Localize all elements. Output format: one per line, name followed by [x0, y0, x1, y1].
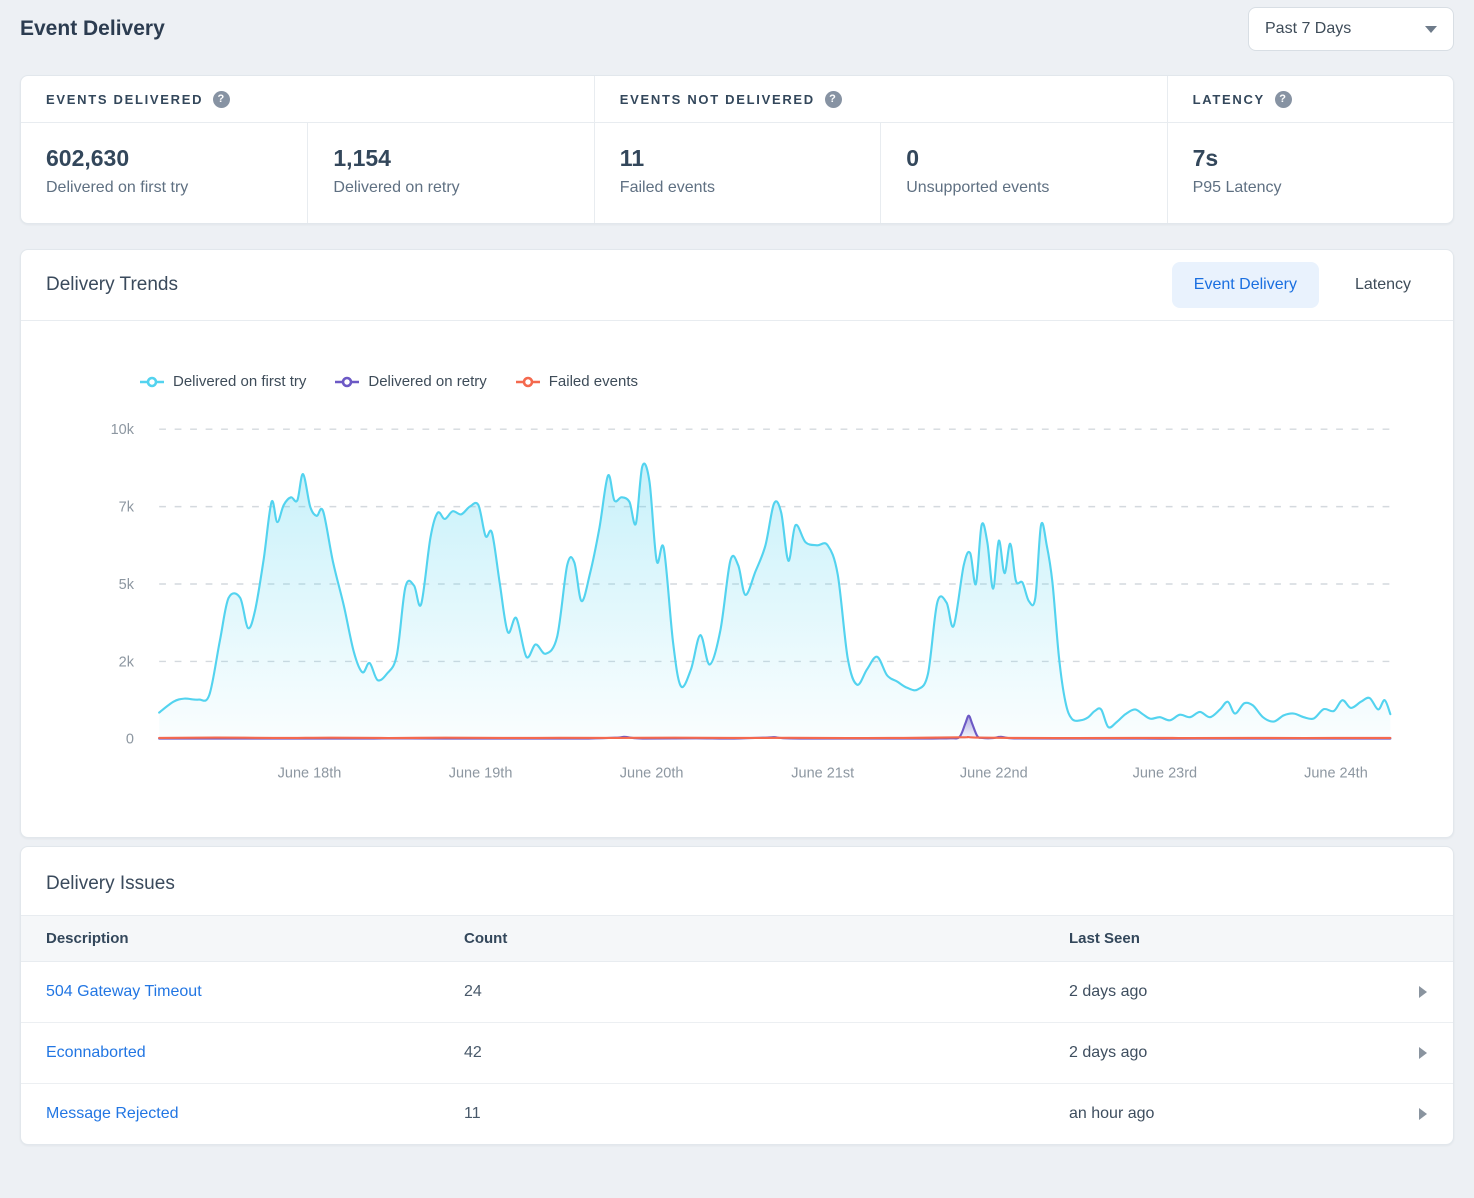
table-row: Econnaborted 42 2 days ago	[21, 1023, 1453, 1084]
stat-p95-latency: 7s P95 Latency	[1167, 123, 1453, 223]
issue-count: 42	[439, 1023, 1044, 1083]
tab-event-delivery[interactable]: Event Delivery	[1172, 262, 1319, 308]
time-range-value: Past 7 Days	[1265, 20, 1351, 38]
issue-link[interactable]: 504 Gateway Timeout	[46, 983, 202, 1000]
svg-text:June 18th: June 18th	[278, 766, 342, 782]
chart-area: Delivered on first try Delivered on retr…	[21, 321, 1453, 837]
stat-value: 0	[906, 145, 1141, 172]
stat-group-label: LATENCY	[1193, 92, 1265, 107]
legend-item-failed[interactable]: Failed events	[515, 373, 638, 390]
stat-label: Failed events	[620, 179, 855, 197]
delivery-issues-card: Delivery Issues Description Count Last S…	[20, 846, 1454, 1145]
delivery-trends-card: Delivery Trends Event Delivery Latency D…	[20, 249, 1454, 838]
svg-text:June 21st: June 21st	[791, 766, 854, 782]
stat-group-label: EVENTS DELIVERED	[46, 92, 203, 107]
help-icon[interactable]: ?	[213, 91, 230, 108]
legend-label: Delivered on first try	[173, 373, 306, 390]
svg-text:2k: 2k	[119, 654, 135, 670]
tab-latency[interactable]: Latency	[1333, 262, 1433, 308]
stat-delivered-first-try: 602,630 Delivered on first try	[21, 123, 307, 223]
issue-count: 11	[439, 1084, 1044, 1144]
stat-group-events-not-delivered: EVENTS NOT DELIVERED ?	[594, 76, 1167, 123]
issue-last-seen: 2 days ago	[1044, 962, 1393, 1022]
legend-label: Delivered on retry	[368, 373, 486, 390]
page-title: Event Delivery	[20, 17, 165, 41]
legend-marker-icon	[139, 376, 165, 388]
chevron-right-icon[interactable]	[1419, 1047, 1427, 1059]
legend-marker-icon	[515, 376, 541, 388]
legend-marker-icon	[334, 376, 360, 388]
stat-label: Delivered on retry	[333, 179, 568, 197]
svg-text:June 22nd: June 22nd	[960, 766, 1028, 782]
svg-text:June 20th: June 20th	[620, 766, 684, 782]
stat-value: 11	[620, 145, 855, 172]
help-icon[interactable]: ?	[825, 91, 842, 108]
chevron-down-icon	[1425, 26, 1437, 33]
stat-group-latency: LATENCY ?	[1167, 76, 1453, 123]
trends-tabs: Event Delivery Latency	[1172, 262, 1433, 308]
svg-text:7k: 7k	[119, 499, 135, 515]
stat-label: Delivered on first try	[46, 179, 282, 197]
stat-group-events-delivered: EVENTS DELIVERED ?	[21, 76, 594, 123]
issue-last-seen: an hour ago	[1044, 1084, 1393, 1144]
column-header-last-seen: Last Seen	[1044, 916, 1393, 961]
column-header-count: Count	[439, 916, 1044, 961]
svg-text:0: 0	[126, 732, 134, 748]
legend-label: Failed events	[549, 373, 638, 390]
issue-last-seen: 2 days ago	[1044, 1023, 1393, 1083]
stat-value: 7s	[1193, 145, 1428, 172]
stat-unsupported-events: 0 Unsupported events	[880, 123, 1166, 223]
time-range-dropdown[interactable]: Past 7 Days	[1248, 7, 1454, 51]
table-row: 504 Gateway Timeout 24 2 days ago	[21, 962, 1453, 1023]
page-header: Event Delivery Past 7 Days	[20, 0, 1454, 58]
chevron-right-icon[interactable]	[1419, 1108, 1427, 1120]
stat-label: Unsupported events	[906, 179, 1141, 197]
chart-legend: Delivered on first try Delivered on retr…	[139, 373, 1431, 390]
stat-label: P95 Latency	[1193, 179, 1428, 197]
issue-link[interactable]: Econnaborted	[46, 1044, 146, 1061]
delivery-trends-chart: 0 2k 5k 7k 10k June 18th June 19th June 20th Jun…	[43, 404, 1431, 793]
stat-delivered-on-retry: 1,154 Delivered on retry	[307, 123, 593, 223]
stats-summary-card: EVENTS DELIVERED ? EVENTS NOT DELIVERED …	[20, 75, 1454, 224]
stat-group-label: EVENTS NOT DELIVERED	[620, 92, 815, 107]
table-row: Message Rejected 11 an hour ago	[21, 1084, 1453, 1144]
column-header-description: Description	[21, 916, 439, 961]
event-delivery-page: Event Delivery Past 7 Days EVENTS DELIVE…	[0, 0, 1474, 1145]
svg-text:June 19th: June 19th	[449, 766, 513, 782]
delivery-trends-header: Delivery Trends Event Delivery Latency	[21, 250, 1453, 321]
issue-count: 24	[439, 962, 1044, 1022]
delivery-issues-title: Delivery Issues	[46, 873, 1428, 895]
stat-value: 602,630	[46, 145, 282, 172]
help-icon[interactable]: ?	[1275, 91, 1292, 108]
stat-value: 1,154	[333, 145, 568, 172]
issue-link[interactable]: Message Rejected	[46, 1105, 179, 1122]
svg-text:5k: 5k	[119, 577, 135, 593]
chevron-right-icon[interactable]	[1419, 986, 1427, 998]
stat-failed-events: 11 Failed events	[594, 123, 880, 223]
svg-text:June 23rd: June 23rd	[1133, 766, 1198, 782]
svg-text:10k: 10k	[111, 422, 135, 438]
svg-text:June 24th: June 24th	[1304, 766, 1368, 782]
delivery-trends-title: Delivery Trends	[46, 274, 178, 296]
legend-item-first-try[interactable]: Delivered on first try	[139, 373, 306, 390]
issues-table-header: Description Count Last Seen	[21, 915, 1453, 962]
legend-item-retry[interactable]: Delivered on retry	[334, 373, 486, 390]
